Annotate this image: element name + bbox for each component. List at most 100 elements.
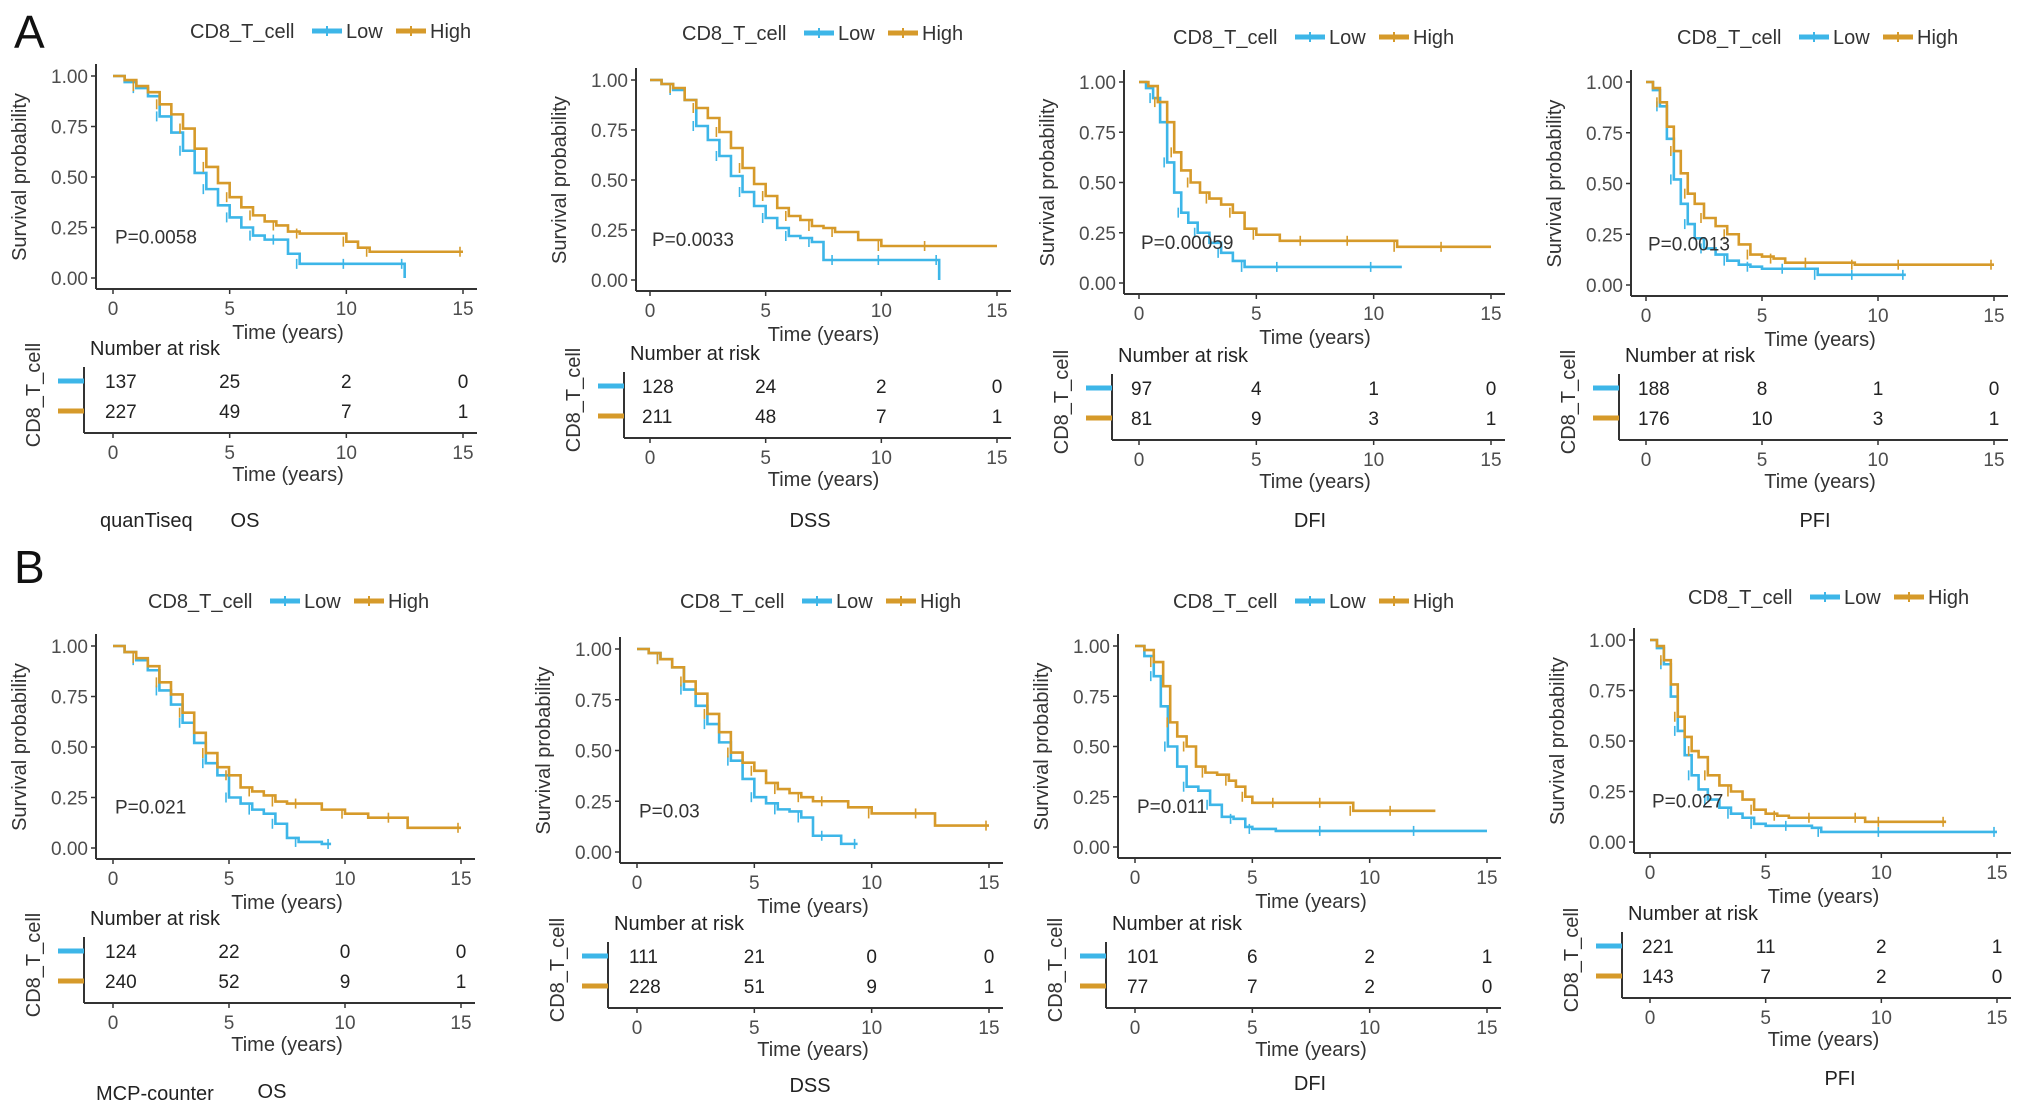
risk-count-high: 7 bbox=[1247, 977, 1258, 998]
risk-table-title: Number at risk bbox=[1625, 345, 1756, 367]
y-tick-label: 0.75 bbox=[1586, 124, 1623, 145]
y-tick-label: 0.00 bbox=[1073, 838, 1110, 859]
km-subplot-b-os: CD8_T_cell Low High 0.00 0.25 0.50 0.75 1.00 0 5 1… bbox=[9, 591, 475, 1103]
risk-x-tick-label: 5 bbox=[749, 1018, 760, 1039]
risk-count-low: 0 bbox=[1989, 379, 2000, 400]
km-curve-high bbox=[1646, 80, 1994, 266]
risk-x-tick-label: 5 bbox=[1247, 1018, 1258, 1039]
x-tick-label: 10 bbox=[336, 299, 357, 320]
legend-title: CD8_T_cell bbox=[1677, 27, 1781, 49]
risk-y-title: CD8_T_cell bbox=[547, 918, 569, 1022]
risk-y-title: CD8_T_cell bbox=[23, 913, 45, 1017]
legend: CD8_T_cell Low High bbox=[680, 591, 961, 613]
risk-x-tick-label: 10 bbox=[1867, 450, 1888, 471]
x-tick-label: 15 bbox=[1480, 304, 1501, 325]
p-value-label: P=0.011 bbox=[1137, 797, 1207, 818]
risk-y-title: CD8_T_cell bbox=[563, 348, 585, 452]
risk-x-tick-label: 0 bbox=[632, 1018, 643, 1039]
x-tick-label: 15 bbox=[978, 873, 999, 894]
risk-x-tick-label: 15 bbox=[986, 448, 1007, 469]
risk-count-high: 176 bbox=[1638, 409, 1670, 430]
y-tick-label: 0.50 bbox=[575, 742, 612, 763]
risk-count-low: 128 bbox=[642, 377, 674, 398]
risk-count-high: 227 bbox=[105, 402, 137, 423]
y-axis-title: Survival probability bbox=[1037, 99, 1059, 267]
legend: CD8_T_cell Low High bbox=[190, 21, 471, 43]
y-tick-label: 0.50 bbox=[51, 738, 88, 759]
risk-x-tick-label: 5 bbox=[1251, 450, 1262, 471]
risk-x-tick-label: 0 bbox=[645, 448, 656, 469]
risk-x-tick-label: 15 bbox=[978, 1018, 999, 1039]
y-tick-label: 1.00 bbox=[51, 637, 88, 658]
risk-count-low: 0 bbox=[866, 947, 877, 968]
legend-label-high: High bbox=[1413, 591, 1454, 613]
endpoint-label: DSS bbox=[789, 510, 830, 532]
legend-label-low: Low bbox=[1844, 587, 1881, 609]
p-value-label: P=0.0058 bbox=[115, 228, 197, 249]
risk-count-high: 9 bbox=[340, 972, 351, 993]
risk-x-tick-label: 10 bbox=[1363, 450, 1384, 471]
x-tick-label: 10 bbox=[1871, 863, 1892, 884]
y-tick-label: 0.50 bbox=[1589, 732, 1626, 753]
risk-y-title: CD8_T_cell bbox=[23, 343, 45, 447]
y-tick-label: 0.25 bbox=[51, 789, 88, 810]
x-axis-title: Time (years) bbox=[757, 896, 868, 918]
x-tick-label: 10 bbox=[861, 873, 882, 894]
risk-count-high: 3 bbox=[1873, 409, 1884, 430]
km-subplot-a-dfi: CD8_T_cell Low High 0.00 0.25 0.50 0.75 1.00 0 5 1… bbox=[1037, 27, 1505, 532]
x-tick-label: 0 bbox=[1130, 868, 1141, 889]
legend-label-high: High bbox=[1917, 27, 1958, 49]
risk-count-low: 2 bbox=[1876, 937, 1887, 958]
x-tick-label: 15 bbox=[1983, 306, 2004, 327]
km-curve-high bbox=[1135, 644, 1436, 813]
risk-count-high: 48 bbox=[755, 407, 776, 428]
km-subplot-a-pfi: CD8_T_cell Low High 0.00 0.25 0.50 0.75 1.00 0 5 1… bbox=[1544, 27, 2008, 532]
y-tick-label: 1.00 bbox=[1079, 73, 1116, 94]
legend: CD8_T_cell Low High bbox=[1688, 587, 1969, 609]
y-tick-label: 0.25 bbox=[591, 221, 628, 242]
y-tick-label: 0.75 bbox=[591, 121, 628, 142]
risk-count-high: 143 bbox=[1642, 967, 1674, 988]
endpoint-label: PFI bbox=[1799, 510, 1830, 532]
risk-count-high: 240 bbox=[105, 972, 137, 993]
risk-count-low: 0 bbox=[992, 377, 1003, 398]
risk-table-title: Number at risk bbox=[1118, 345, 1249, 367]
risk-table-title: Number at risk bbox=[90, 908, 221, 930]
risk-count-low: 8 bbox=[1757, 379, 1768, 400]
method-label-a: quanTiseq bbox=[100, 510, 193, 532]
y-tick-label: 1.00 bbox=[1589, 631, 1626, 652]
endpoint-label: PFI bbox=[1824, 1068, 1855, 1090]
y-tick-label: 0.75 bbox=[575, 691, 612, 712]
y-tick-label: 1.00 bbox=[575, 640, 612, 661]
x-tick-label: 5 bbox=[1247, 868, 1258, 889]
risk-table-title: Number at risk bbox=[630, 343, 761, 365]
risk-x-title: Time (years) bbox=[1255, 1039, 1366, 1061]
y-tick-label: 1.00 bbox=[1073, 637, 1110, 658]
x-axis-title: Time (years) bbox=[1768, 886, 1879, 908]
x-tick-label: 5 bbox=[224, 869, 235, 890]
risk-count-high: 1 bbox=[984, 977, 995, 998]
risk-x-tick-label: 10 bbox=[336, 443, 357, 464]
risk-x-tick-label: 10 bbox=[334, 1013, 355, 1034]
x-axis-title: Time (years) bbox=[768, 324, 879, 346]
risk-count-low: 124 bbox=[105, 942, 137, 963]
risk-count-high: 9 bbox=[866, 977, 877, 998]
y-tick-label: 0.00 bbox=[51, 269, 88, 290]
p-value-label: P=0.03 bbox=[639, 801, 700, 822]
risk-x-tick-label: 15 bbox=[1986, 1008, 2007, 1029]
legend-label-low: Low bbox=[836, 591, 873, 613]
risk-count-low: 2 bbox=[876, 377, 887, 398]
risk-count-high: 0 bbox=[1482, 977, 1493, 998]
x-tick-label: 10 bbox=[871, 301, 892, 322]
y-tick-label: 0.50 bbox=[1073, 738, 1110, 759]
risk-x-tick-label: 5 bbox=[224, 443, 235, 464]
risk-count-low: 25 bbox=[219, 372, 240, 393]
legend: CD8_T_cell Low High bbox=[148, 591, 429, 613]
risk-x-title: Time (years) bbox=[231, 1034, 342, 1056]
y-tick-label: 0.75 bbox=[51, 118, 88, 139]
risk-count-low: 21 bbox=[744, 947, 765, 968]
risk-count-low: 188 bbox=[1638, 379, 1670, 400]
